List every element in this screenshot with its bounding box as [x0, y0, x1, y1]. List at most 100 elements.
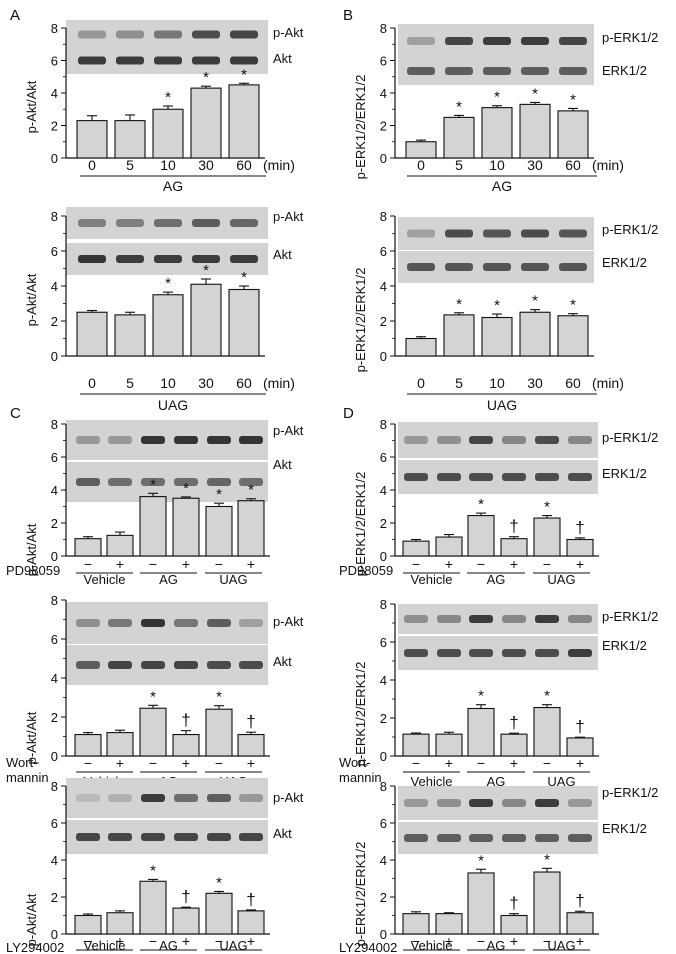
blot-label: p-ERK1/2 [602, 30, 658, 45]
bar [76, 120, 108, 159]
blot-band [239, 794, 263, 802]
x-tick-label: − [412, 556, 420, 572]
blot-band [404, 436, 428, 444]
blot-band [108, 619, 132, 627]
x-unit-label: (min) [263, 157, 295, 173]
blot-band [437, 473, 461, 481]
significance-dagger: † [246, 890, 255, 909]
panel-letter-a: A [10, 7, 20, 24]
x-tick-label: − [84, 556, 92, 572]
y-axis-label: p-Akt/Akt [24, 523, 39, 576]
x-tick-label: − [477, 933, 485, 949]
bar [435, 733, 463, 757]
blot-band [78, 30, 106, 39]
significance-dagger: † [575, 518, 584, 537]
chart-1: p-Akt Akt 0 2 4 6 8 p-Akt/Akt * * * 0 5 10 30 60 (min) AG [24, 20, 304, 194]
x-tick-label: + [116, 933, 124, 949]
blot-band [154, 56, 182, 65]
blot-band [116, 56, 144, 65]
bar [500, 538, 528, 557]
blot-band [207, 619, 231, 627]
blot-band [559, 263, 587, 271]
treatment-label: LY294002 [339, 940, 397, 954]
x-tick-label: 60 [236, 375, 252, 391]
blot-label: p-Akt [273, 790, 304, 805]
blot-label: ERK1/2 [602, 63, 647, 78]
blot-band [192, 30, 220, 39]
blot-band [502, 834, 526, 842]
bar [205, 708, 233, 757]
x-tick-label: − [84, 933, 92, 949]
blot-band [437, 615, 461, 623]
x-tick-label: + [445, 933, 453, 949]
blot-background [398, 636, 598, 670]
y-tick-label: 2 [51, 890, 58, 905]
x-tick-label: 5 [126, 375, 134, 391]
blot-band [174, 436, 198, 444]
blot-band [437, 436, 461, 444]
bar [152, 294, 184, 357]
x-tick-label: 0 [88, 375, 96, 391]
group-label: UAG [547, 774, 575, 789]
blot-band [535, 649, 559, 657]
blot-band [404, 473, 428, 481]
x-tick-label: − [215, 933, 223, 949]
x-tick-label: 30 [527, 157, 543, 173]
significance-asterisk: * [456, 98, 462, 115]
blot-band [230, 219, 258, 227]
bar [500, 914, 528, 935]
y-tick-label: 4 [380, 483, 387, 498]
x-tick-label: − [84, 755, 92, 771]
blot-band [445, 263, 473, 271]
blot-band [535, 473, 559, 481]
y-tick-label: 8 [380, 779, 387, 794]
blot-band [230, 56, 258, 65]
blot-band [76, 661, 100, 669]
blot-band [207, 478, 231, 486]
blot-band [445, 229, 473, 238]
treatment-label: LY294002 [6, 940, 64, 954]
blot-label: p-Akt [273, 423, 304, 438]
y-tick-label: 6 [51, 54, 58, 69]
blot-label: Akt [273, 457, 292, 472]
group-label: Vehicle [84, 572, 126, 587]
significance-asterisk: * [544, 851, 550, 868]
significance-dagger: † [509, 517, 518, 536]
y-tick-label: 4 [380, 853, 387, 868]
y-tick-label: 0 [51, 549, 58, 564]
blot-band [445, 67, 473, 75]
significance-asterisk: * [544, 499, 550, 516]
y-tick-label: 8 [51, 593, 58, 608]
treatment-label: Wort- [339, 755, 371, 770]
significance-asterisk: * [456, 296, 462, 313]
blot-band [437, 834, 461, 842]
group-label: AG [159, 572, 178, 587]
blot-band [154, 219, 182, 227]
y-tick-label: 8 [380, 597, 387, 612]
blot-band [404, 799, 428, 807]
y-tick-label: 2 [380, 711, 387, 726]
blot-band [568, 649, 592, 657]
x-tick-label: + [116, 755, 124, 771]
group-label: Vehicle [84, 938, 126, 953]
bar [405, 337, 437, 357]
blot-band [207, 794, 231, 802]
blot-band [239, 436, 263, 444]
blot-band [230, 255, 258, 263]
significance-asterisk: * [478, 688, 484, 705]
chart-10: p-ERK1/2 ERK1/2 0 2 4 6 8 p-ERK1/2/ERK1/2 * † * † − +… [339, 779, 658, 954]
blot-band [76, 436, 100, 444]
y-tick-label: 4 [51, 853, 58, 868]
y-tick-label: 8 [51, 21, 58, 36]
bar [76, 311, 108, 357]
blot-band [404, 615, 428, 623]
significance-asterisk: * [165, 89, 171, 106]
significance-dagger: † [246, 712, 255, 731]
group-label: AG [163, 178, 183, 194]
bar [443, 314, 475, 357]
blot-band [502, 649, 526, 657]
y-tick-label: 8 [51, 779, 58, 794]
bar [405, 141, 437, 159]
bar [172, 733, 200, 757]
